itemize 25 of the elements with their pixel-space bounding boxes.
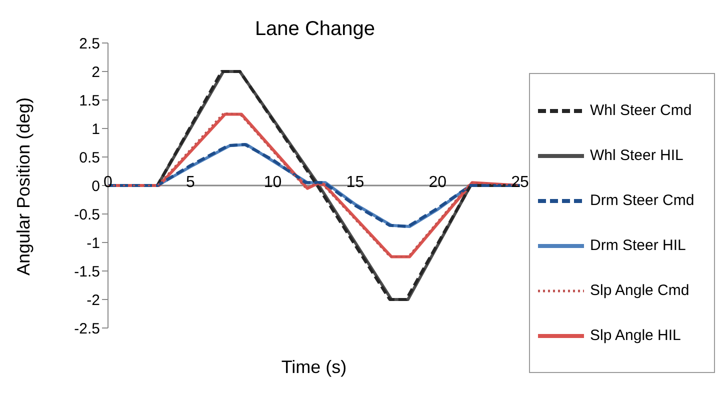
legend-label: Drm Steer HIL bbox=[590, 237, 686, 254]
x-tick-label: 5 bbox=[186, 174, 195, 191]
y-tick-label: 2 bbox=[92, 64, 100, 81]
y-tick-label: -1 bbox=[86, 234, 100, 252]
legend-label: Whl Steer Cmd bbox=[590, 102, 692, 119]
x-tick-label: 0 bbox=[104, 174, 113, 191]
x-tick-label: 15 bbox=[346, 174, 364, 191]
legend-label: Drm Steer Cmd bbox=[590, 192, 694, 209]
legend-label: Slp Angle HIL bbox=[590, 327, 681, 344]
x-tick-label: 20 bbox=[428, 174, 447, 191]
chart-title: Lane Change bbox=[254, 18, 376, 41]
legend-label: Whl Steer HIL bbox=[590, 147, 684, 164]
y-tick-label: 1 bbox=[92, 120, 100, 138]
y-tick-label: -1.5 bbox=[74, 263, 100, 280]
y-tick-label: 0.5 bbox=[79, 149, 100, 166]
x-tick-label: 25 bbox=[511, 174, 529, 191]
x-axis-title: Time (s) bbox=[281, 357, 347, 377]
y-tick-label: 1.5 bbox=[79, 92, 100, 110]
legend-label: Slp Angle Cmd bbox=[590, 282, 690, 299]
x-tick-label: 10 bbox=[264, 174, 282, 191]
y-tick-label: -2.5 bbox=[74, 320, 100, 338]
y-axis-title: Angular Position (deg) bbox=[13, 97, 34, 276]
y-tick-label: 2.5 bbox=[79, 35, 100, 52]
y-tick-label: -2 bbox=[86, 292, 100, 309]
y-tick-label: -0.5 bbox=[74, 206, 100, 224]
